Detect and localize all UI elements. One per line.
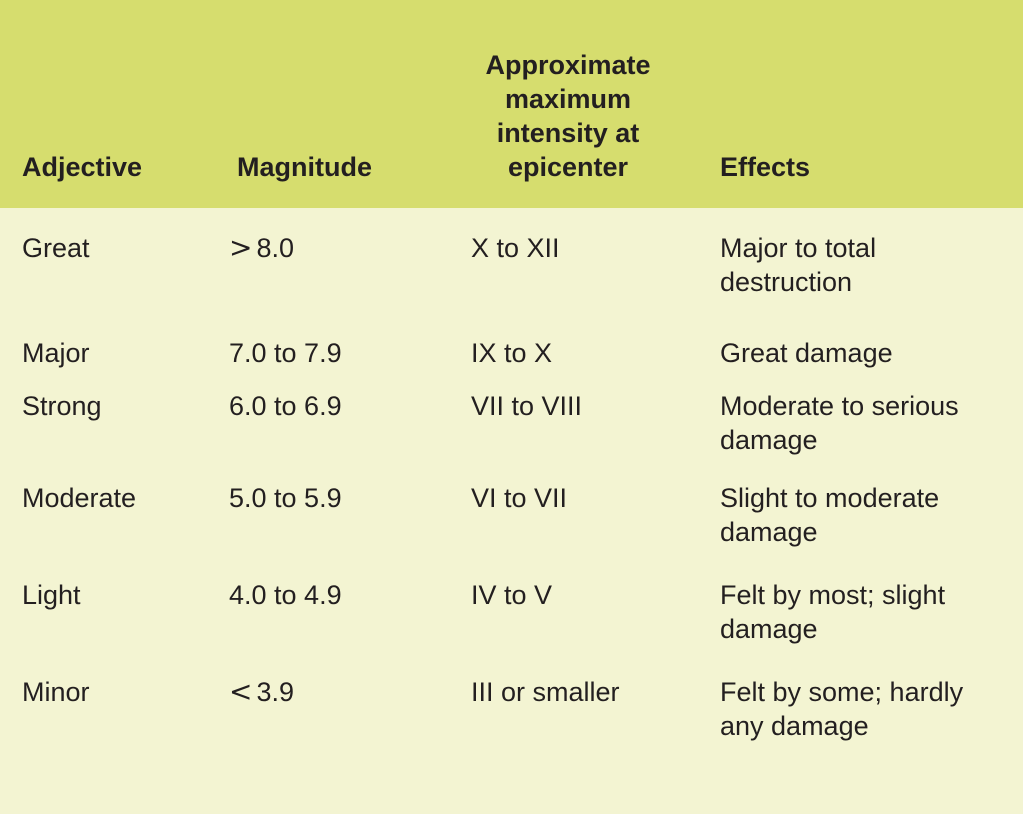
column-header-effects: Effects [720, 152, 811, 182]
adjective-cell: Light [22, 580, 81, 610]
column-header-adjective: Adjective [22, 152, 143, 182]
adjective-cell: Great [22, 233, 90, 263]
intensity-cell: VI to VII [471, 483, 568, 513]
less-than-symbol: < [229, 675, 253, 708]
effects-cell: Great damage [720, 338, 893, 368]
effects-cell: Major to total destruction [720, 233, 877, 297]
effects-cell: Slight to moderate damage [720, 483, 940, 547]
effects-cell: Felt by most; slight damage [720, 580, 946, 644]
effects-cell: Felt by some; hardly any damage [720, 677, 964, 741]
intensity-cell: VII to VIII [471, 391, 583, 421]
magnitude-value: 7.0 to 7.9 [229, 338, 342, 368]
magnitude-cell: 4.0 to 4.9 [229, 578, 342, 612]
table-header: Adjective Magnitude Approximate maximum … [0, 0, 1023, 208]
column-header-magnitude: Magnitude [237, 152, 372, 182]
magnitude-value: 8.0 [256, 233, 295, 263]
intensity-cell: IX to X [471, 338, 553, 368]
intensity-cell: X to XII [471, 233, 560, 263]
magnitude-cell: <3.9 [229, 675, 294, 709]
intensity-cell: III or smaller [471, 677, 620, 707]
magnitude-value: 4.0 to 4.9 [229, 580, 342, 610]
magnitude-value: 6.0 to 6.9 [229, 391, 342, 421]
adjective-cell: Minor [22, 677, 90, 707]
effects-cell: Moderate to serious damage [720, 391, 959, 455]
column-header-intensity: Approximate maximum intensity at epicent… [485, 50, 651, 182]
magnitude-cell: 7.0 to 7.9 [229, 336, 342, 370]
magnitude-value: 5.0 to 5.9 [229, 483, 342, 513]
magnitude-cell: 5.0 to 5.9 [229, 481, 342, 515]
magnitude-cell: 6.0 to 6.9 [229, 389, 342, 423]
adjective-cell: Major [22, 338, 90, 368]
adjective-cell: Moderate [22, 483, 137, 513]
intensity-cell: IV to V [471, 580, 553, 610]
magnitude-cell: >8.0 [229, 231, 294, 265]
greater-than-symbol: > [229, 231, 253, 264]
adjective-cell: Strong [22, 391, 102, 421]
magnitude-value: 3.9 [256, 677, 295, 707]
